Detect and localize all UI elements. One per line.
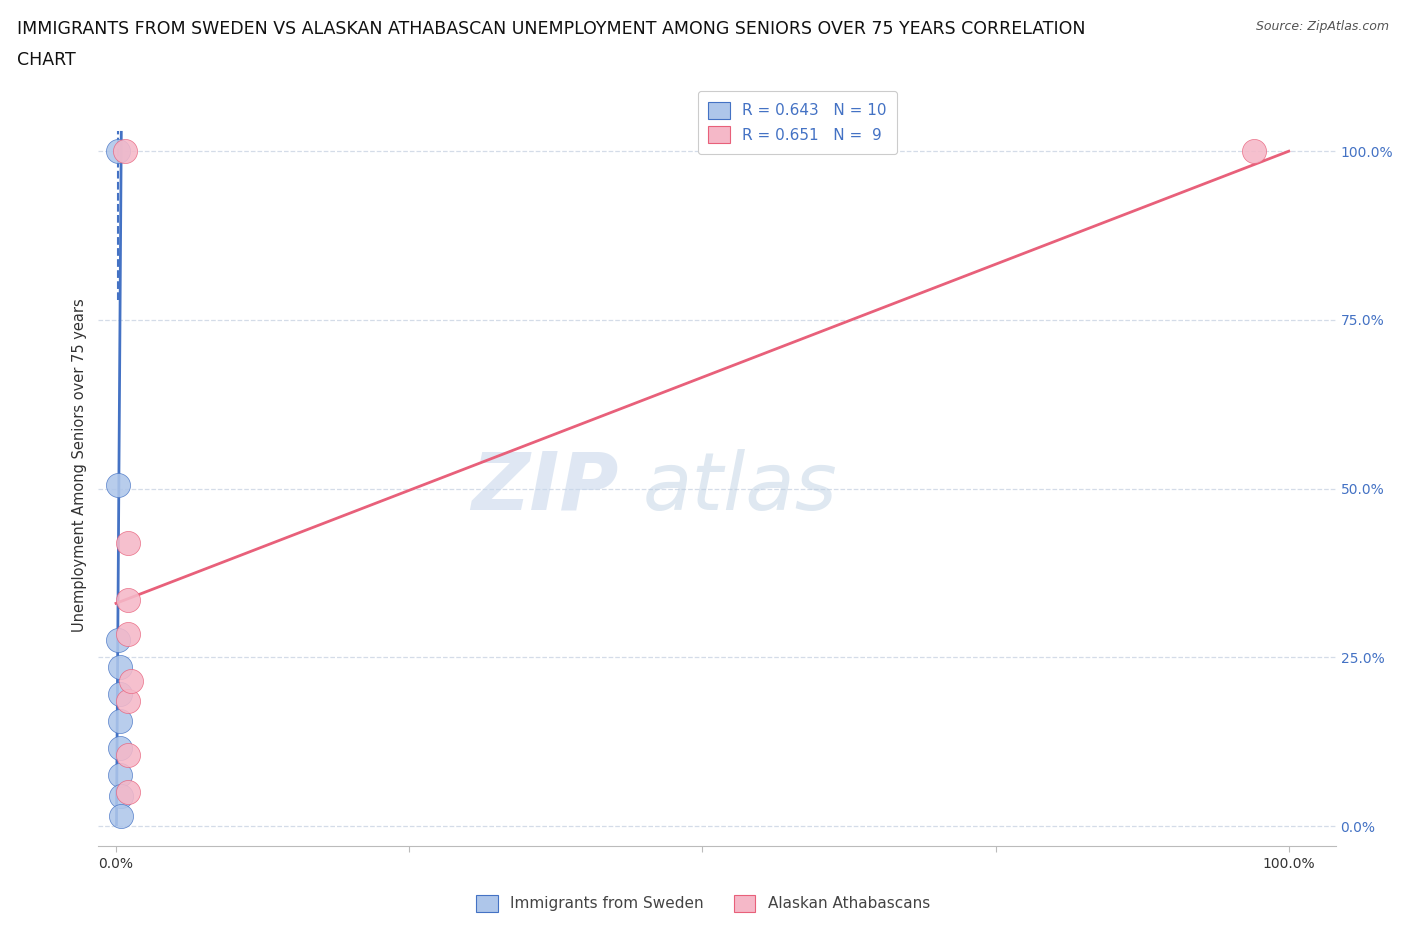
Text: ZIP: ZIP bbox=[471, 449, 619, 527]
Point bbox=[117, 694, 139, 709]
Point bbox=[114, 144, 136, 159]
Point bbox=[110, 808, 132, 823]
Point bbox=[117, 535, 139, 550]
Point bbox=[1243, 144, 1265, 159]
Text: atlas: atlas bbox=[643, 449, 838, 527]
Point bbox=[108, 768, 131, 783]
Point bbox=[107, 633, 129, 648]
Point bbox=[107, 144, 129, 159]
Legend: Immigrants from Sweden, Alaskan Athabascans: Immigrants from Sweden, Alaskan Athabasc… bbox=[470, 889, 936, 918]
Point bbox=[120, 673, 142, 688]
Point bbox=[108, 741, 131, 756]
Text: Source: ZipAtlas.com: Source: ZipAtlas.com bbox=[1256, 20, 1389, 33]
Point bbox=[117, 592, 139, 607]
Point bbox=[107, 478, 129, 493]
Point bbox=[117, 785, 139, 800]
Point bbox=[110, 789, 132, 804]
Point bbox=[108, 714, 131, 729]
Text: CHART: CHART bbox=[17, 51, 76, 69]
Legend: R = 0.643   N = 10, R = 0.651   N =  9: R = 0.643 N = 10, R = 0.651 N = 9 bbox=[697, 91, 897, 153]
Text: IMMIGRANTS FROM SWEDEN VS ALASKAN ATHABASCAN UNEMPLOYMENT AMONG SENIORS OVER 75 : IMMIGRANTS FROM SWEDEN VS ALASKAN ATHABA… bbox=[17, 20, 1085, 38]
Point bbox=[108, 660, 131, 675]
Point bbox=[117, 748, 139, 763]
Point bbox=[108, 687, 131, 702]
Y-axis label: Unemployment Among Seniors over 75 years: Unemployment Among Seniors over 75 years bbox=[72, 299, 87, 631]
Point bbox=[117, 626, 139, 641]
